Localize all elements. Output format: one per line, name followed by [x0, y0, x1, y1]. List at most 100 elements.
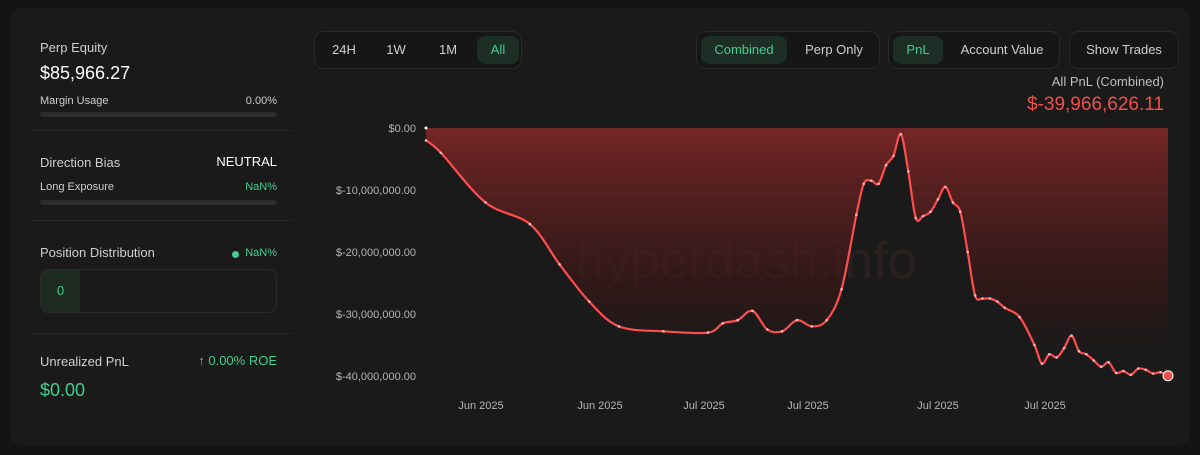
- mode-perp-only-button[interactable]: Perp Only: [805, 42, 863, 57]
- metric-pnl-button[interactable]: PnL: [893, 36, 943, 64]
- data-point: [484, 201, 487, 204]
- data-point: [617, 325, 621, 328]
- y-tick-label: $-30,000,000.00: [336, 309, 416, 321]
- data-point: [736, 318, 739, 322]
- mode-selector: Combined Perp Only: [696, 31, 880, 69]
- margin-usage-label: Margin Usage: [40, 95, 109, 107]
- data-point: [862, 182, 866, 186]
- data-point: [1077, 349, 1081, 353]
- data-point: [921, 214, 925, 218]
- start-point-marker: [424, 126, 428, 130]
- data-point: [662, 330, 665, 333]
- position-count: 0: [41, 270, 80, 312]
- mode-combined-button[interactable]: Combined: [701, 36, 787, 64]
- data-point: [914, 216, 918, 220]
- show-trades-button[interactable]: Show Trades: [1069, 31, 1179, 69]
- x-tick-label: Jun 2025: [577, 400, 622, 412]
- data-point: [944, 185, 947, 189]
- pnl-chart: hyperdash.info $0.00$-10,000,000.00$-20,…: [336, 123, 1174, 412]
- position-distribution-bar: 0: [40, 269, 277, 313]
- roe-value: ↑ 0.00% ROE: [198, 353, 277, 368]
- data-point: [929, 210, 932, 213]
- data-point: [869, 179, 873, 182]
- data-point: [988, 297, 992, 300]
- direction-bias-value: NEUTRAL: [216, 154, 277, 169]
- data-point: [706, 331, 710, 334]
- data-point: [825, 318, 828, 322]
- data-point: [528, 222, 532, 226]
- margin-usage-bar: [40, 112, 277, 117]
- data-point: [795, 318, 799, 322]
- data-point: [1062, 346, 1066, 350]
- summary-label: All PnL (Combined): [1051, 74, 1164, 89]
- data-point: [1085, 353, 1088, 356]
- long-exposure-label: Long Exposure: [40, 181, 114, 193]
- data-point: [1047, 353, 1051, 356]
- data-point: [558, 263, 561, 266]
- data-point: [424, 139, 428, 142]
- chart-marks: [424, 126, 1174, 382]
- y-axis: $0.00 $-10,000,000.00 $-20,000,000.00 $-30,…: [336, 123, 416, 383]
- range-24h-button[interactable]: 24H: [332, 42, 356, 57]
- data-point: [1144, 368, 1148, 372]
- data-point: [1092, 359, 1096, 362]
- x-tick-label: Jul 2025: [1024, 400, 1066, 412]
- unrealized-pnl-label: Unrealized PnL: [40, 354, 129, 369]
- data-point: [1040, 362, 1044, 365]
- data-point: [936, 198, 940, 201]
- range-all-button[interactable]: All: [477, 36, 519, 64]
- data-point: [996, 300, 999, 303]
- y-tick-label: $-40,000,000.00: [336, 371, 416, 383]
- data-point: [1137, 367, 1140, 370]
- x-tick-label: Jul 2025: [917, 400, 959, 412]
- data-point: [1018, 315, 1021, 319]
- margin-usage-value: 0.00%: [245, 95, 277, 107]
- data-point: [884, 163, 888, 167]
- data-point: [877, 182, 880, 186]
- data-point: [587, 300, 591, 303]
- direction-bias-label: Direction Bias: [40, 155, 121, 170]
- long-exposure-bar: [40, 200, 277, 205]
- data-point: [951, 201, 955, 204]
- data-point: [1107, 361, 1110, 364]
- data-point: [907, 170, 910, 173]
- data-point: [810, 325, 814, 328]
- x-tick-label: Jun 2025: [458, 400, 503, 412]
- perp-equity-label: Perp Equity: [40, 40, 108, 55]
- long-exposure-value: NaN%: [245, 181, 277, 193]
- data-point: [892, 154, 895, 158]
- unrealized-pnl-value: $0.00: [40, 380, 86, 400]
- data-point: [1055, 356, 1058, 359]
- x-axis: Jun 2025 Jun 2025 Jul 2025 Jul 2025 Jul 2025…: [458, 400, 1065, 412]
- data-point: [1070, 334, 1073, 338]
- y-tick-label: $-10,000,000.00: [336, 185, 416, 197]
- pnl-card: Perp Equity $85,966.27 Margin Usage 0.00…: [10, 8, 1190, 445]
- data-point: [766, 328, 769, 331]
- data-point: [1099, 365, 1103, 369]
- metric-account-value-button[interactable]: Account Value: [960, 42, 1044, 57]
- data-point: [1122, 369, 1125, 373]
- position-distribution-label: Position Distribution: [40, 245, 155, 260]
- data-point: [973, 294, 977, 297]
- data-point: [1159, 370, 1162, 374]
- position-distribution-value: NaN%: [245, 247, 277, 259]
- data-point: [751, 309, 754, 313]
- data-point: [1114, 371, 1118, 375]
- data-point: [981, 297, 984, 300]
- divider: [30, 130, 293, 131]
- divider: [30, 333, 293, 334]
- data-point: [721, 322, 725, 325]
- time-range-selector: 24H 1W 1M All: [314, 31, 522, 69]
- summary-value: $-39,966,626.11: [1027, 94, 1164, 115]
- perp-equity-value: $85,966.27: [40, 63, 131, 83]
- pnl-area: [426, 128, 1168, 376]
- data-point: [1033, 343, 1036, 347]
- divider: [30, 220, 293, 221]
- data-point: [840, 287, 843, 291]
- data-point: [780, 330, 784, 333]
- range-1m-button[interactable]: 1M: [438, 42, 458, 57]
- range-1w-button[interactable]: 1W: [386, 42, 406, 57]
- data-point: [439, 151, 443, 155]
- data-point: [899, 132, 903, 136]
- data-point: [1151, 372, 1155, 375]
